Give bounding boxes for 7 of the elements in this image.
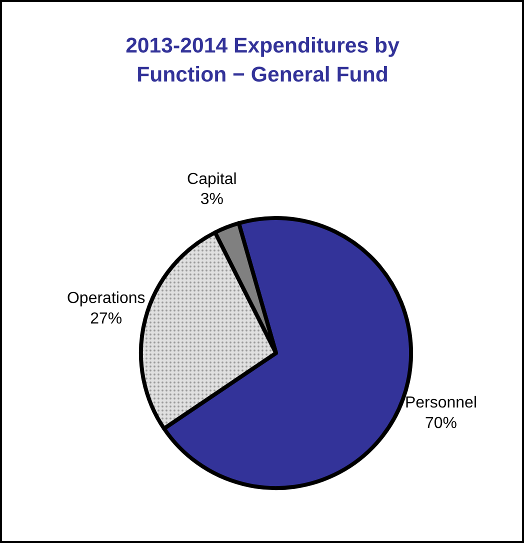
slice-label: Capital [187, 170, 237, 188]
data-label: 27% [90, 310, 122, 328]
data-label: 3% [200, 191, 224, 208]
slice-label: Personnel [404, 394, 478, 412]
chart-title: 2013-2014 Expenditures by Function − General Fund [126, 34, 400, 86]
data-label: 70% [424, 414, 458, 432]
slice-label: Operations [66, 290, 146, 308]
